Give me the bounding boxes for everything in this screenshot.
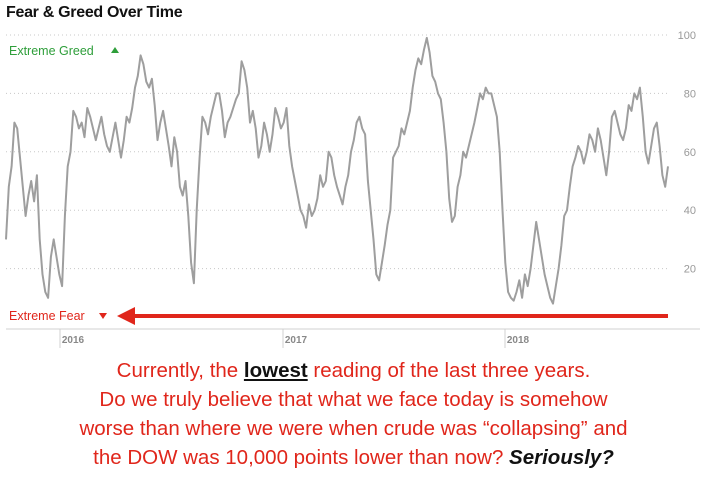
caption-line-4: the DOW was 10,000 points lower than now… bbox=[0, 443, 707, 472]
chart-title: Fear & Greed Over Time bbox=[6, 4, 183, 21]
down-triangle-icon bbox=[99, 313, 107, 319]
caption-line-2: Do we truly believe that what we face to… bbox=[99, 388, 608, 411]
caption-line-1: Currently, the lowest reading of the las… bbox=[0, 356, 707, 385]
caption-line-1-start: Currently, the bbox=[116, 359, 244, 382]
extreme-greed-label: Extreme Greed bbox=[9, 44, 94, 58]
caption-line-4-start: the DOW was 10,000 points lower than now… bbox=[93, 446, 510, 469]
caption-emphasis-seriously: Seriously? bbox=[509, 446, 614, 469]
y-tick-labels: 20 40 60 80 100 bbox=[678, 30, 696, 276]
caption-line-3: worse than where we were when crude was … bbox=[79, 417, 628, 440]
y-tick-label: 20 bbox=[684, 264, 696, 276]
x-tick-label: 2017 bbox=[285, 335, 308, 346]
caption-emphasis-lowest: lowest bbox=[243, 359, 308, 382]
series-line-group bbox=[5, 36, 669, 305]
caption-line-1-end: reading of the last three years. bbox=[307, 359, 591, 382]
gridlines bbox=[6, 34, 670, 270]
y-tick-label: 80 bbox=[684, 88, 696, 100]
fear-greed-line bbox=[5, 36, 669, 305]
up-triangle-icon bbox=[111, 47, 119, 53]
x-axis: 2016 2017 2018 bbox=[6, 328, 700, 348]
x-tick-label: 2018 bbox=[507, 335, 530, 346]
y-tick-label: 100 bbox=[678, 30, 696, 42]
extreme-fear-label: Extreme Fear bbox=[9, 309, 85, 323]
annotations: Extreme Greed Extreme Fear bbox=[9, 44, 668, 325]
x-tick-label: 2016 bbox=[62, 335, 85, 346]
red-arrow-head-icon bbox=[117, 307, 135, 325]
chart-area: 20 40 60 80 100 2016 2017 2018 Extreme Greed E… bbox=[5, 30, 700, 348]
y-tick-label: 40 bbox=[684, 205, 696, 217]
y-tick-label: 60 bbox=[684, 147, 696, 159]
commentary-caption: Currently, the lowest reading of the las… bbox=[0, 356, 707, 472]
